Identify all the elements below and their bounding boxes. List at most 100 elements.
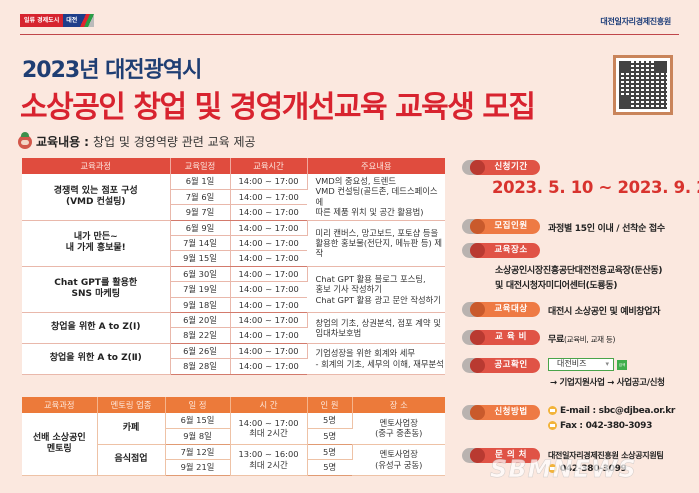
table-row: 창업을 위한 A to Z(Ⅱ) 6월 26일 14:00 ~ 17:00 기업… (22, 343, 445, 375)
header-course: 교육과정 (22, 397, 98, 413)
table-row: 9월 15일 14:00 ~ 17:00 (22, 250, 445, 267)
table-row: 창업을 위한 A to Z(Ⅰ) 6월 20일 14:00 ~ 17:00 창업… (22, 312, 445, 344)
course-date: 6월 26일 (170, 343, 231, 360)
course-date: 6월 1일 (170, 174, 231, 190)
header-people: 인 원 (307, 397, 353, 413)
course-content: Chat GPT 활용 블로그 포스팅, 홍보 기사 작성하기 Chat GPT 활… (307, 266, 445, 314)
course-content: 미리 캔버스, 망고보드, 포토샵 등을 활용한 홍보물(전단지, 메뉴판 등) … (307, 220, 445, 267)
search-button[interactable]: 검색 (617, 359, 627, 370)
course-name: Chat GPT를 활용한 SNS 마케팅 (22, 266, 171, 314)
course-table-header: 교육과정 교육일정 교육시간 주요내용 (22, 158, 445, 174)
course-time: 14:00 ~ 17:00 (230, 220, 308, 237)
location-line-2: 및 대전시청자미디어센터(도룡동) (495, 281, 618, 291)
course-name: 창업을 위한 A to Z(Ⅰ) (22, 312, 171, 344)
mentoring-time: 13:00 ~ 16:00 최대 2시간 (230, 444, 308, 476)
notice-path: → 기업지원사업 → 사업공고/신청 (550, 378, 665, 388)
course-date: 9월 7일 (170, 204, 231, 221)
course-date: 8월 22일 (170, 327, 231, 344)
contact-org: 대전일자리경제진흥원 소상공지원팀 (548, 451, 664, 460)
course-content: 창업의 기초, 상권분석, 점포 계약 및 임대차보호법 (307, 312, 445, 344)
fax-icon (548, 421, 557, 430)
mascot-icon (18, 131, 32, 149)
notice-search: 대전비즈 검색 (548, 358, 627, 371)
logo-stripe-icon (80, 14, 95, 27)
target-label: 교육대상 (462, 302, 540, 317)
mentoring-industry: 음식점업 (97, 444, 166, 476)
table-row: 8월 28일 14:00 ~ 17:00 (22, 358, 445, 375)
course-name: 창업을 위한 A to Z(Ⅱ) (22, 343, 171, 375)
course-date: 9월 18일 (170, 297, 231, 314)
course-name: 내가 만든~ 내 가게 홍보물! (22, 220, 171, 267)
table-row: 9월 8일 5명 (22, 428, 445, 445)
application-period: 2023. 5. 10 ~ 2023. 9. 20 (492, 178, 699, 197)
table-row: 7월 6일 14:00 ~ 17:00 (22, 189, 445, 206)
phone-icon (548, 464, 557, 473)
mentoring-date: 9월 8일 (165, 428, 231, 445)
watermark: SBMNEWS (490, 455, 637, 484)
mentoring-place: 멘토사업장 (유성구 궁동) (352, 444, 445, 476)
location-label: 교육장소 (462, 243, 540, 258)
header-time: 시 간 (230, 397, 308, 413)
course-time: 14:00 ~ 17:00 (230, 250, 307, 267)
course-time: 14:00 ~ 17:00 (230, 174, 308, 190)
period-label: 신청기간 (462, 160, 540, 175)
site-select[interactable]: 대전비즈 (548, 358, 614, 371)
course-time: 14:00 ~ 17:00 (230, 358, 307, 375)
mentoring-place: 멘토사업장 (중구 중촌동) (352, 413, 445, 445)
method-label: 신청방법 (462, 405, 540, 420)
education-content-label: 교육내용 (36, 135, 81, 149)
method-email: E-mail : sbc@djbea.or.kr (548, 406, 675, 416)
table-row: 9월 7일 14:00 ~ 17:00 (22, 204, 445, 221)
course-time: 14:00 ~ 17:00 (230, 297, 307, 314)
qr-code-icon[interactable] (613, 55, 673, 115)
table-row: 7월 19일 14:00 ~ 17:00 (22, 281, 445, 298)
mentoring-people: 5명 (307, 413, 353, 429)
table-row: 7월 14일 14:00 ~ 17:00 (22, 235, 445, 252)
table-row: 음식점업 7월 12일 13:00 ~ 16:00 최대 2시간 5명 멘토사업장… (22, 444, 445, 476)
table-row: 9월 21일 5명 (22, 459, 445, 476)
table-row: 9월 18일 14:00 ~ 17:00 (22, 297, 445, 314)
method-fax: Fax : 042-380-3093 (548, 421, 652, 431)
logo-city: 대전 (63, 14, 81, 27)
course-time: 14:00 ~ 17:00 (230, 204, 307, 221)
course-time: 14:00 ~ 17:00 (230, 281, 307, 298)
table-row: 경쟁력 있는 점포 구성 (VMD 컨설팅) 6월 1일 14:00 ~ 17:0… (22, 174, 445, 221)
course-content: VMD의 중요성, 트렌드 VMD 컨설팅(골드존, 데드스페이스에 따른 제품 위… (307, 174, 445, 221)
table-row: 8월 22일 14:00 ~ 17:00 (22, 327, 445, 344)
email-icon (548, 406, 557, 415)
course-time: 14:00 ~ 17:00 (230, 312, 308, 329)
organization-name: 대전일자리경제진흥원 (600, 17, 671, 26)
course-time: 14:00 ~ 17:00 (230, 235, 307, 252)
header-place: 장 소 (352, 397, 445, 413)
header-industry: 멘토링 업종 (97, 397, 166, 413)
contact-phone: 042-380-3099 (548, 464, 627, 474)
course-date: 7월 19일 (170, 281, 231, 298)
mentoring-date: 9월 21일 (165, 459, 231, 476)
logo-slogan: 일류 경제도시 (20, 14, 64, 27)
course-date: 8월 28일 (170, 358, 231, 375)
header-divider (20, 34, 679, 35)
course-time: 14:00 ~ 17:00 (230, 327, 307, 344)
education-content-value: 창업 및 경영역량 관련 교육 제공 (92, 135, 256, 149)
mentoring-table-header: 교육과정 멘토링 업종 일 정 시 간 인 원 장 소 (22, 397, 445, 413)
education-content-heading: 교육내용 : 창업 및 경영역량 관련 교육 제공 (18, 131, 256, 150)
fee-label: 교 육 비 (462, 330, 540, 345)
header-time: 교육시간 (230, 158, 308, 174)
course-time: 14:00 ~ 17:00 (230, 189, 307, 206)
course-date: 9월 15일 (170, 250, 231, 267)
course-date: 6월 9일 (170, 220, 231, 237)
mentoring-people: 5명 (307, 444, 353, 460)
page-subtitle: 2023년 대전광역시 (22, 58, 202, 83)
mentoring-course: 선배 소상공인 멘토링 (22, 413, 98, 476)
mentoring-date: 7월 12일 (165, 444, 231, 460)
mentoring-people: 5명 (307, 428, 352, 445)
course-name: 경쟁력 있는 점포 구성 (VMD 컨설팅) (22, 174, 171, 221)
fee-value: 무료(교육비, 교재 등) (548, 335, 616, 345)
daejeon-logo: 일류 경제도시 대전 (20, 14, 95, 27)
header-course: 교육과정 (22, 158, 171, 174)
location-line-1: 소상공인시장진흥공단대전전용교육장(둔산동) (495, 266, 663, 276)
table-row: 선배 소상공인 멘토링 카페 6월 15일 14:00 ~ 17:00 최대 2시간… (22, 413, 445, 476)
course-time: 14:00 ~ 17:00 (230, 343, 308, 360)
course-time: 14:00 ~ 17:00 (230, 266, 308, 283)
course-date: 6월 20일 (170, 312, 231, 329)
